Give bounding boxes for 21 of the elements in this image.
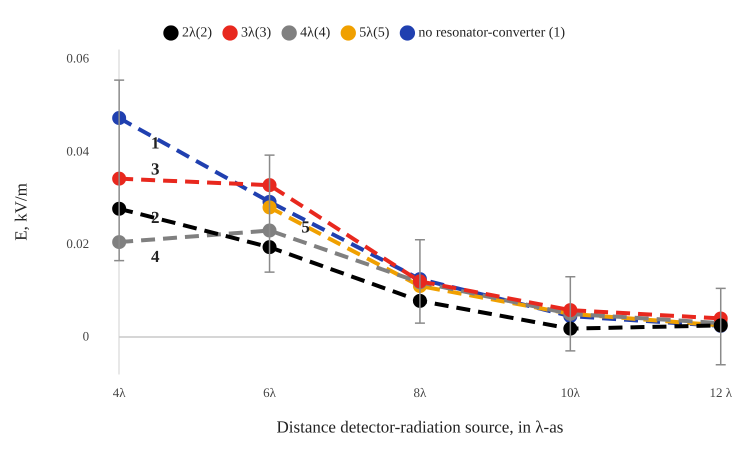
annotation: 3 bbox=[150, 159, 160, 178]
y-tick-label: 0.02 bbox=[66, 236, 90, 251]
annotation: 1 bbox=[150, 133, 160, 152]
legend-label: 3λ(3) bbox=[241, 26, 272, 41]
x-tick-label: 10λ bbox=[560, 385, 581, 400]
y-tick-label: 0.04 bbox=[66, 143, 90, 158]
y-axis-title: E, kV/m bbox=[12, 183, 31, 241]
legend-label: no resonator-converter (1) bbox=[418, 26, 566, 41]
y-tick-label: 0.06 bbox=[66, 50, 90, 66]
x-axis-title: Distance detector-radiation source, in λ-as bbox=[276, 417, 564, 436]
y-tick-label: 0 bbox=[82, 328, 90, 344]
legend-label: 4λ(4) bbox=[300, 26, 331, 41]
annotation: 2 bbox=[150, 208, 160, 227]
annotation: 4 bbox=[150, 246, 160, 266]
x-tick-label: 4λ bbox=[112, 385, 126, 400]
annotation: 5 bbox=[301, 218, 310, 237]
legend-label: 5λ(5) bbox=[359, 26, 390, 41]
x-tick-label: 12 λ bbox=[709, 385, 733, 400]
legend-label: 2λ(2) bbox=[182, 26, 212, 41]
x-tick-label: 6λ bbox=[263, 385, 277, 400]
x-tick-label: 8λ bbox=[414, 385, 428, 400]
